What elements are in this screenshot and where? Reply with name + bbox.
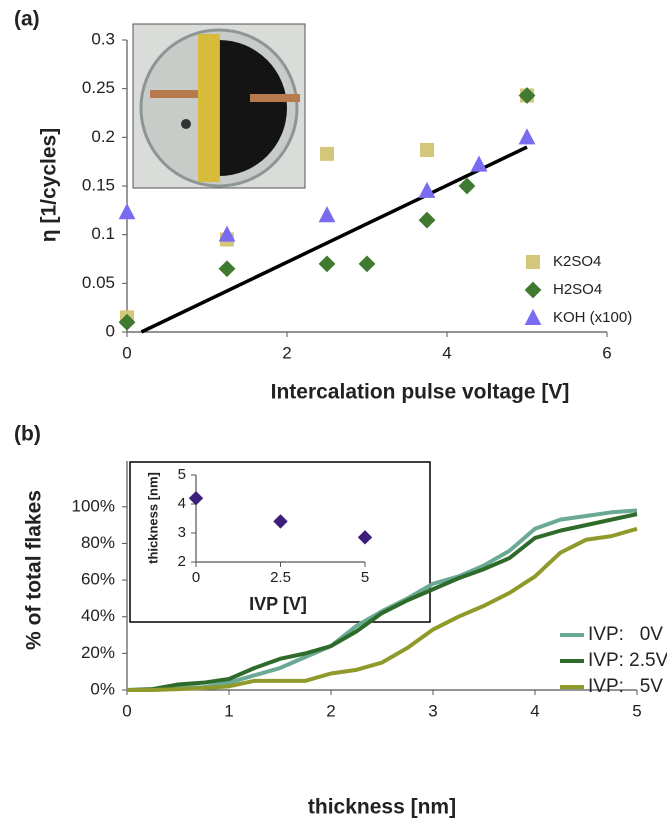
x-axis-label: Intercalation pulse voltage [V] bbox=[271, 381, 570, 404]
panel-label: (a) bbox=[14, 8, 40, 31]
y-axis-label: % of total flakes bbox=[23, 490, 46, 650]
y-tick-label: 60% bbox=[81, 570, 115, 589]
legend-label: K2SO4 bbox=[553, 253, 601, 270]
marker bbox=[470, 155, 488, 172]
y-tick-label: 0.2 bbox=[91, 127, 115, 146]
line bbox=[126, 512, 638, 692]
x-tick-label: 2 bbox=[282, 343, 291, 362]
marker bbox=[518, 87, 536, 104]
y-tick-label: 0.25 bbox=[82, 78, 115, 97]
marker bbox=[318, 255, 336, 273]
x-tick-label: 6 bbox=[602, 343, 611, 362]
x-tick-label: 0 bbox=[122, 343, 131, 362]
y-tick-label: 0.1 bbox=[91, 224, 115, 243]
y-tick-label: 0.05 bbox=[82, 273, 115, 292]
legend-label: IVP: 5V bbox=[588, 676, 663, 697]
y-tick-label: 80% bbox=[81, 533, 115, 552]
x-tick-label: 1 bbox=[224, 701, 233, 720]
legend-label: IVP: 2.5V bbox=[588, 650, 667, 671]
marker bbox=[218, 225, 236, 242]
marker bbox=[218, 260, 236, 278]
marker bbox=[118, 203, 136, 220]
marker bbox=[273, 514, 288, 529]
x-axis-label: thickness [nm] bbox=[308, 796, 456, 819]
x-tick-label: 0 bbox=[192, 569, 200, 586]
marker bbox=[320, 146, 334, 161]
x-tick-label: 3 bbox=[428, 701, 437, 720]
x-tick-label: 4 bbox=[442, 343, 451, 362]
x-axis-label: IVP [V] bbox=[249, 594, 307, 614]
marker bbox=[188, 491, 204, 506]
legend-marker bbox=[524, 308, 542, 325]
y-axis-label: thickness [nm] bbox=[145, 472, 160, 564]
fit-line bbox=[140, 145, 528, 334]
legend-marker bbox=[524, 281, 542, 299]
y-tick-label: 3 bbox=[178, 524, 186, 541]
marker bbox=[357, 530, 373, 545]
x-tick-label: 2.5 bbox=[270, 569, 291, 586]
line bbox=[127, 526, 638, 692]
marker bbox=[118, 313, 136, 331]
x-tick-label: 2 bbox=[326, 701, 335, 720]
marker bbox=[418, 211, 436, 229]
legend-marker bbox=[526, 255, 540, 269]
y-tick-label: 5 bbox=[178, 466, 186, 483]
x-tick-label: 5 bbox=[361, 569, 369, 586]
marker bbox=[518, 128, 536, 145]
x-tick-label: 0 bbox=[122, 701, 131, 720]
panel-label: (b) bbox=[14, 423, 41, 446]
inset-frame bbox=[129, 461, 431, 623]
x-tick-label: 4 bbox=[530, 701, 539, 720]
y-tick-label: 0.3 bbox=[91, 29, 115, 48]
y-axis-label: η [1/cycles] bbox=[38, 128, 61, 242]
marker bbox=[458, 177, 476, 195]
legend-label: IVP: 0V bbox=[588, 624, 663, 645]
y-tick-label: 0.15 bbox=[82, 175, 115, 194]
marker bbox=[420, 142, 434, 157]
marker bbox=[318, 206, 336, 223]
legend-label: H2SO4 bbox=[553, 281, 602, 298]
marker bbox=[418, 181, 436, 198]
y-tick-label: 20% bbox=[81, 643, 115, 662]
legend-label: KOH (x100) bbox=[553, 309, 632, 326]
y-tick-label: 40% bbox=[81, 606, 115, 625]
y-tick-label: 0% bbox=[90, 679, 115, 698]
inset-photo bbox=[132, 23, 306, 189]
y-tick-label: 0 bbox=[106, 321, 115, 340]
x-tick-label: 5 bbox=[632, 701, 641, 720]
marker bbox=[358, 255, 376, 273]
y-tick-label: 4 bbox=[178, 495, 186, 512]
y-tick-label: 2 bbox=[178, 553, 186, 570]
y-tick-label: 100% bbox=[72, 496, 115, 515]
